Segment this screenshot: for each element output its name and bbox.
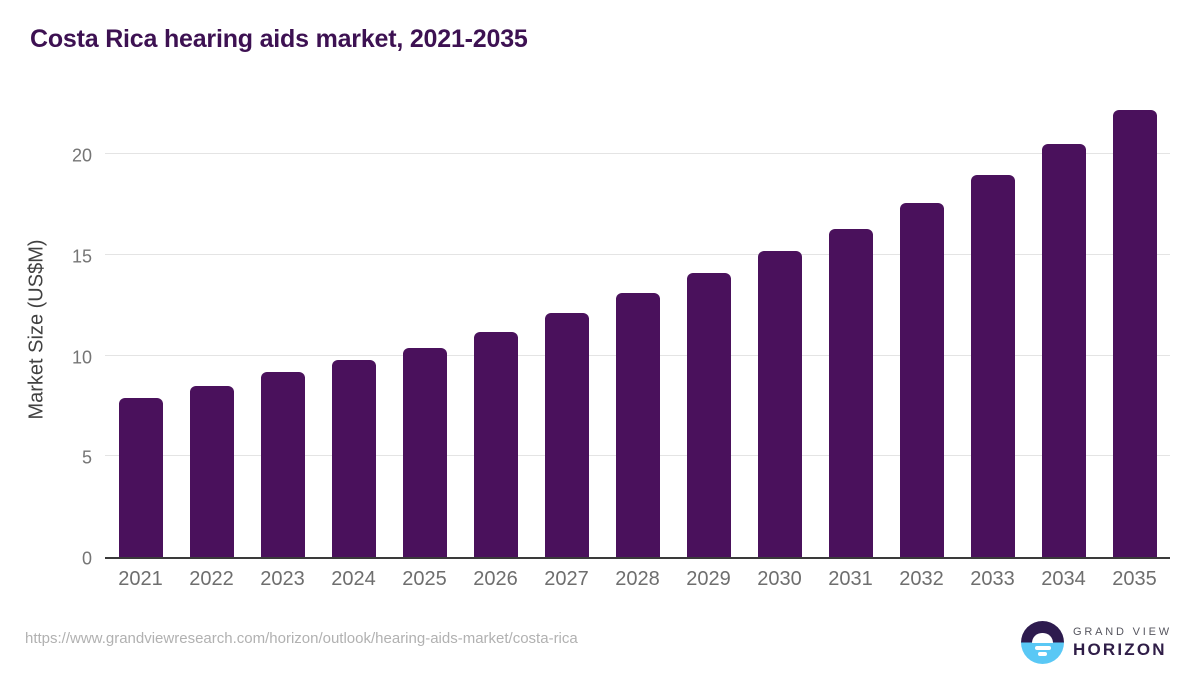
bar-column [602, 100, 673, 557]
bar-2035 [1112, 110, 1157, 557]
bar-2032 [899, 202, 944, 557]
x-tick-label: 2033 [970, 568, 1015, 590]
bar-2029 [686, 273, 731, 557]
bar-2031 [828, 228, 873, 557]
bar-2024 [331, 359, 376, 557]
x-tick-label: 2029 [686, 568, 731, 590]
bar-2033 [970, 174, 1015, 557]
y-tick-label: 15 [71, 246, 92, 267]
bar-column [1099, 100, 1170, 557]
bar-column [389, 100, 460, 557]
bar-column [176, 100, 247, 557]
gridline [105, 254, 1170, 256]
y-tick-label: 10 [71, 347, 92, 368]
bar-column [318, 100, 389, 557]
x-tick-label: 2025 [402, 568, 447, 590]
bar-2021 [118, 397, 163, 557]
x-tick-label: 2031 [828, 568, 873, 590]
x-tick-label: 2023 [260, 568, 305, 590]
grand-view-horizon-logo: GRAND VIEW HORIZON [1021, 621, 1172, 664]
x-tick-label: 2021 [118, 568, 163, 590]
x-tick-label: 2034 [1041, 568, 1086, 590]
bar-column [744, 100, 815, 557]
bar-column [460, 100, 531, 557]
y-tick-label: 5 [81, 447, 92, 468]
bar-column [1028, 100, 1099, 557]
x-axis-tick-labels: 2021 2022 2023 2024 2025 2026 2027 2028 2029 2030… [105, 568, 1170, 591]
bar-column [531, 100, 602, 557]
chart-title: Costa Rica hearing aids market, 2021-203… [30, 25, 528, 53]
logo-product-name: HORIZON [1073, 639, 1167, 659]
bar-column [957, 100, 1028, 557]
bar-2028 [615, 293, 660, 557]
bar-column [247, 100, 318, 557]
bar-column [105, 100, 176, 557]
plot-area [105, 100, 1170, 559]
bar-column [673, 100, 744, 557]
bar-column [815, 100, 886, 557]
bar-2027 [544, 313, 589, 557]
x-tick-label: 2035 [1112, 568, 1157, 590]
y-tick-label: 20 [71, 145, 92, 166]
bar-2022 [189, 385, 234, 557]
x-tick-label: 2032 [899, 568, 944, 590]
x-tick-label: 2024 [331, 568, 376, 590]
x-tick-label: 2022 [189, 568, 234, 590]
gridline [105, 153, 1170, 155]
bar-2025 [402, 347, 447, 557]
bar-2026 [473, 331, 518, 557]
x-tick-label: 2026 [473, 568, 518, 590]
x-tick-label: 2028 [615, 568, 660, 590]
bar-column [886, 100, 957, 557]
horizon-sun-icon [1021, 621, 1064, 664]
bar-2034 [1041, 144, 1086, 557]
y-tick-label: 0 [81, 548, 92, 569]
bar-2030 [757, 251, 802, 557]
logo-brand-name: GRAND VIEW [1073, 625, 1172, 638]
logo-text: GRAND VIEW HORIZON [1073, 626, 1172, 660]
bar-series [105, 100, 1170, 557]
x-tick-label: 2030 [757, 568, 802, 590]
bar-2023 [260, 371, 305, 557]
y-axis-tick-labels: 0 5 10 15 20 [0, 100, 92, 569]
x-tick-label: 2027 [544, 568, 589, 590]
source-url: https://www.grandviewresearch.com/horizo… [25, 630, 578, 647]
